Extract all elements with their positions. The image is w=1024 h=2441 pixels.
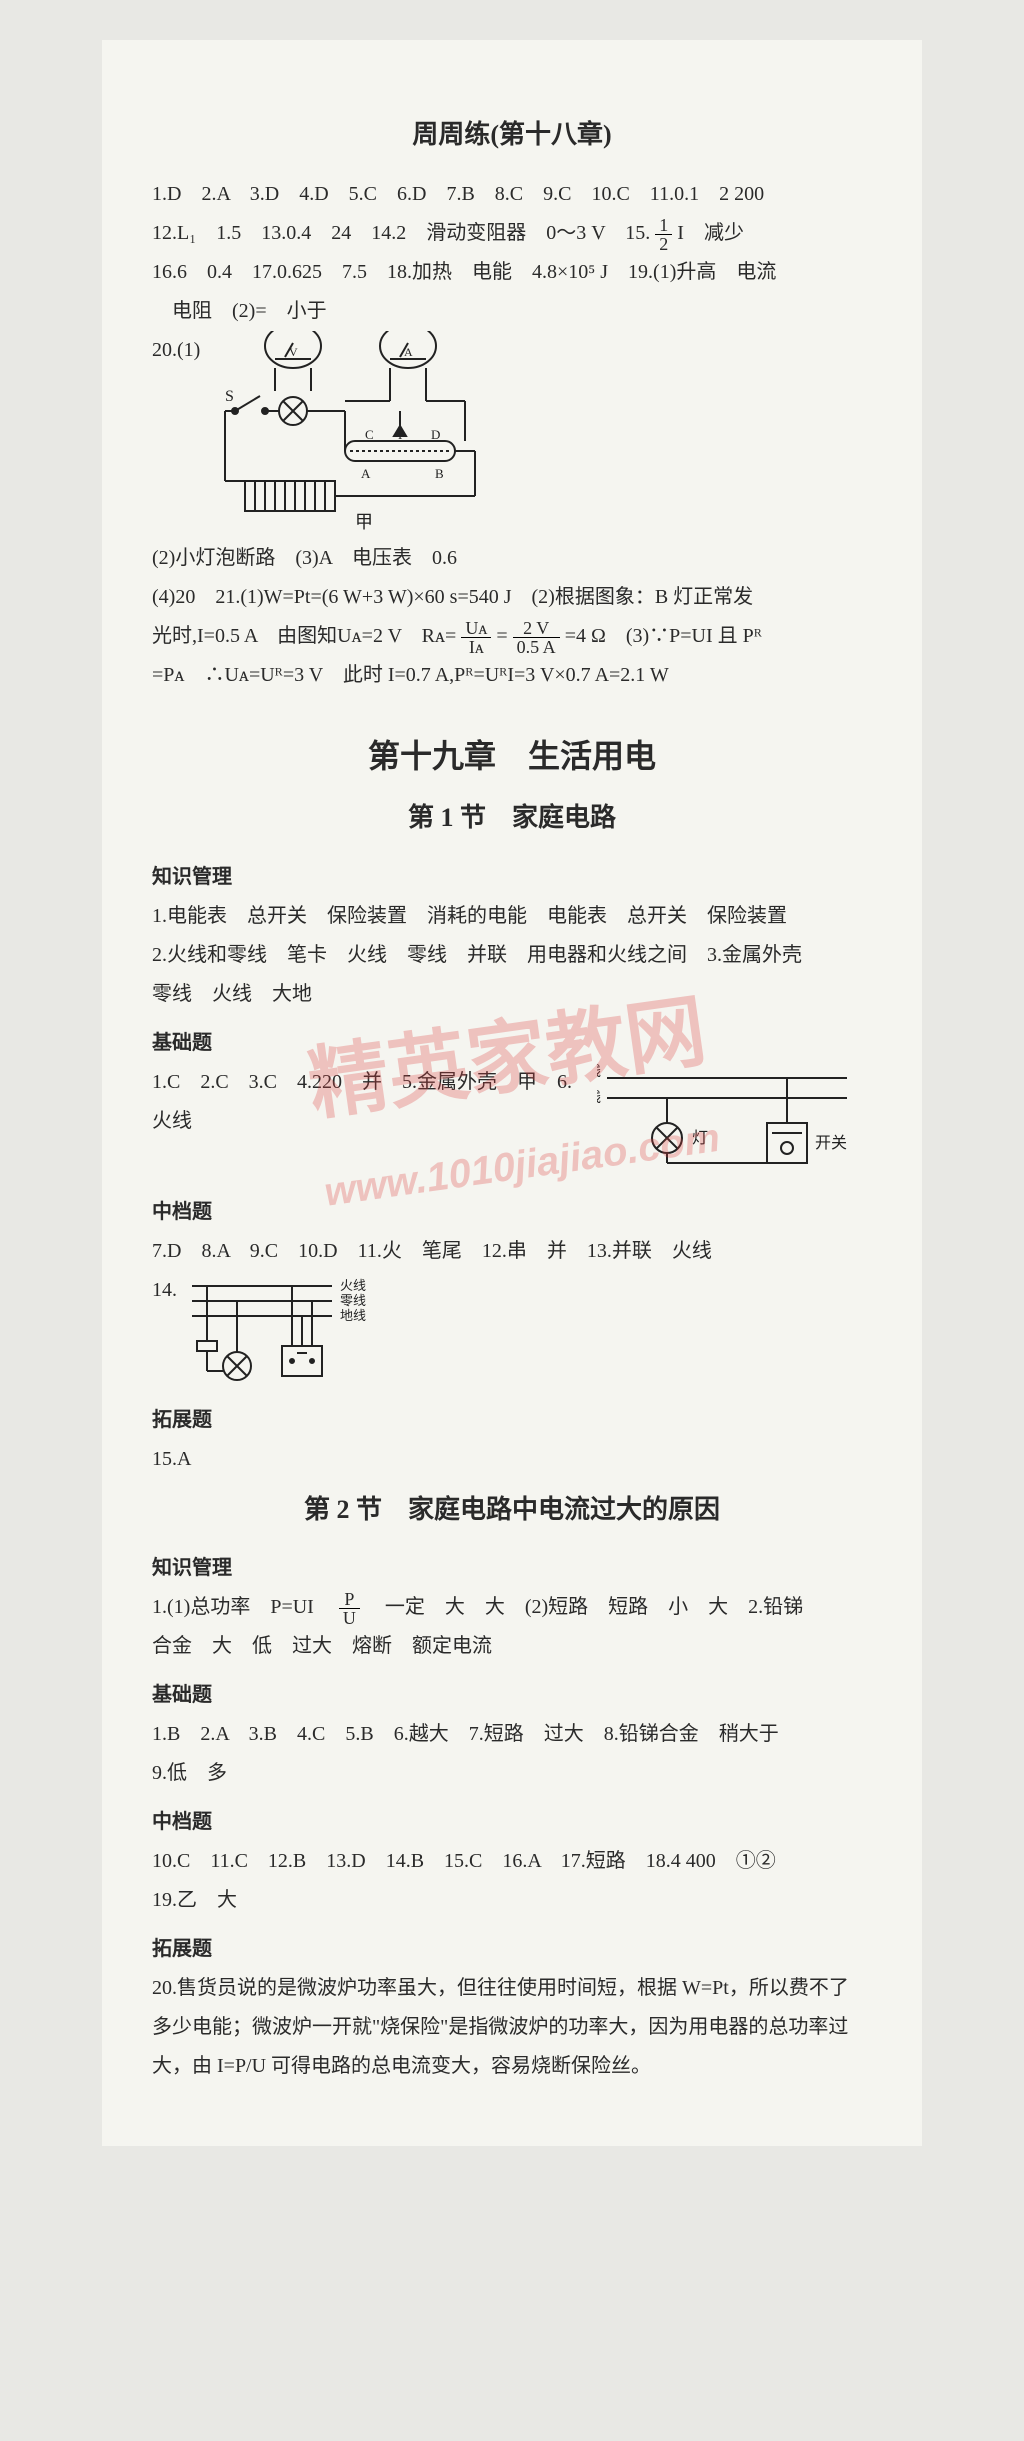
s2-tzt1: 20.售货员说的是微波炉功率虽大，但往往使用时间短，根据 W=Pt，所以费不了 [152, 1969, 872, 2008]
s1-jct-head: 基础题 [152, 1024, 872, 1063]
s1-jct1: 1.C 2.C 3.C 4.220 并 5.金属外壳 甲 6.火线 [152, 1063, 592, 1141]
ch18-row1: 1.D 2.A 3.D 4.D 5.C 6.D 7.B 8.C 9.C 10.C… [152, 175, 872, 214]
frac-ra2: 2 V 0.5 A [513, 619, 560, 656]
ch18-row3b: 电阻 (2)= 小于 [152, 292, 872, 331]
ch18-row5b-suffix: =4 Ω (3)∵P=UI 且 Pᴿ [565, 625, 762, 647]
circuit-svg: V A S [205, 331, 515, 531]
s1-q14-label: 14. [152, 1279, 177, 1301]
svg-text:C: C [365, 427, 374, 442]
svg-text:S: S [225, 388, 234, 405]
s1-wiring-diagram: 火线 零线 灯 开关 [597, 1063, 857, 1183]
ch18-row2-suffix: I 减少 [677, 222, 744, 244]
label-huo: 火线 [597, 1064, 601, 1080]
ch18-row5a: (4)20 21.(1)W=Pt=(6 W+3 W)×60 s=540 J (2… [152, 578, 872, 617]
s2-zdt-head: 中档题 [152, 1803, 872, 1842]
s2-tzt-head: 拓展题 [152, 1930, 872, 1969]
s2-tzt2: 多少电能；微波炉一开就"烧保险"是指微波炉的功率大，因为用电器的总功率过 [152, 2008, 872, 2047]
s2-zsgl1: 1.(1)总功率 P=UI P U 一定 大 大 (2)短路 短路 小 大 2.… [152, 1588, 872, 1627]
s1-zsgl2: 2.火线和零线 笔卡 火线 零线 并联 用电器和火线之间 3.金属外壳 [152, 936, 872, 975]
answer-page: 精英家教网 www.1010jiajiao.com 周周练(第十八章) 1.D … [102, 40, 922, 2146]
svg-text:A: A [404, 345, 413, 359]
s1-q14-diagram: 火线 零线 地线 [182, 1271, 402, 1391]
label-lamp: 灯 [692, 1129, 708, 1147]
svg-text:V: V [289, 345, 298, 359]
ch18-title: 周周练(第十八章) [152, 110, 872, 161]
svg-text:P: P [398, 427, 405, 442]
q14-label-ling: 零线 [340, 1293, 366, 1308]
ch18-row5b-prefix: 光时,I=0.5 A 由图知Uᴀ=2 V Rᴀ= [152, 625, 456, 647]
s2-jct1: 1.B 2.A 3.B 4.C 5.B 6.越大 7.短路 过大 8.铅锑合金 … [152, 1715, 872, 1754]
circuit-diagram: V A S [205, 331, 515, 531]
s2-zsgl2: 合金 大 低 过大 熔断 额定电流 [152, 1627, 872, 1666]
circuit-caption: 甲 [355, 512, 373, 531]
s2-zdt2: 19.乙 大 [152, 1881, 872, 1920]
frac-15-num: 1 [655, 216, 672, 235]
frac-pu-num: P [339, 1590, 360, 1609]
s1-zsgl-head: 知识管理 [152, 858, 872, 897]
s2-zsgl1-prefix: 1.(1)总功率 P=UI [152, 1596, 334, 1618]
s1-tzt1: 15.A [152, 1440, 872, 1479]
s2-zdt1: 10.C 11.C 12.B 13.D 14.B 15.C 16.A 17.短路… [152, 1842, 872, 1881]
eq-sep: = [496, 625, 512, 647]
s1-zsgl3: 零线 火线 大地 [152, 975, 872, 1014]
frac-ra2-den: 0.5 A [513, 638, 560, 656]
svg-text:A: A [361, 466, 371, 481]
s2-jct-head: 基础题 [152, 1676, 872, 1715]
s2-tzt3: 大，由 I=P/U 可得电路的总电流变大，容易烧断保险丝。 [152, 2047, 872, 2086]
ch18-row2-prefix: 12.L₁ 1.5 13.0.4 24 14.2 滑动变阻器 0～3 V 15. [152, 222, 650, 244]
frac-ra1: Uᴀ Iᴀ [461, 619, 491, 656]
s1-q14-row: 14. 火线 零线 地线 [152, 1271, 872, 1391]
frac-pu-den: U [339, 1609, 360, 1627]
frac-15: 1 2 [655, 216, 672, 253]
frac-ra1-den: Iᴀ [461, 638, 491, 656]
s1-jct-row: 1.C 2.C 3.C 4.220 并 5.金属外壳 甲 6.火线 火线 零线 … [152, 1063, 872, 1183]
label-ling: 零线 [597, 1090, 601, 1106]
s1-zdt1: 7.D 8.A 9.C 10.D 11.火 笔尾 12.串 并 13.并联 火线 [152, 1232, 872, 1271]
frac-ra1-num: Uᴀ [461, 619, 491, 638]
svg-text:D: D [431, 427, 440, 442]
ch18-row5b: 光时,I=0.5 A 由图知Uᴀ=2 V Rᴀ= Uᴀ Iᴀ = 2 V 0.5… [152, 617, 872, 656]
ch18-row4b: (2)小灯泡断路 (3)A 电压表 0.6 [152, 531, 532, 578]
s2-zsgl-head: 知识管理 [152, 1549, 872, 1588]
frac-pu: P U [339, 1590, 360, 1627]
ch19-title: 第十九章 生活用电 [152, 725, 872, 787]
ch19-s1-title: 第 1 节 家庭电路 [152, 793, 872, 844]
q14-label-di: 地线 [340, 1308, 366, 1323]
label-switch: 开关 [815, 1134, 847, 1152]
s1-tzt-head: 拓展题 [152, 1401, 872, 1440]
frac-ra2-num: 2 V [513, 619, 560, 638]
ch18-row2: 12.L₁ 1.5 13.0.4 24 14.2 滑动变阻器 0～3 V 15.… [152, 214, 872, 253]
frac-15-den: 2 [655, 235, 672, 253]
ch18-row5c: =Pᴀ ∴Uᴀ=Uᴿ=3 V 此时 I=0.7 A,Pᴿ=UᴿI=3 V×0.7… [152, 656, 872, 695]
ch19-s2-title: 第 2 节 家庭电路中电流过大的原因 [152, 1485, 872, 1536]
s2-jct2: 9.低 多 [152, 1754, 872, 1793]
s2-zsgl1-suffix: 一定 大 大 (2)短路 短路 小 大 2.铅锑 [365, 1596, 803, 1618]
svg-text:B: B [435, 466, 444, 481]
s1-zdt-head: 中档题 [152, 1193, 872, 1232]
ch18-row4-wrap: 20.(1) V A [152, 331, 872, 578]
ch18-row3: 16.6 0.4 17.0.625 7.5 18.加热 电能 4.8×10⁵ J… [152, 253, 872, 292]
s1-zsgl1: 1.电能表 总开关 保险装置 消耗的电能 电能表 总开关 保险装置 [152, 897, 872, 936]
q14-label-huo: 火线 [340, 1278, 366, 1293]
ch18-row4a: 20.(1) [152, 339, 200, 361]
